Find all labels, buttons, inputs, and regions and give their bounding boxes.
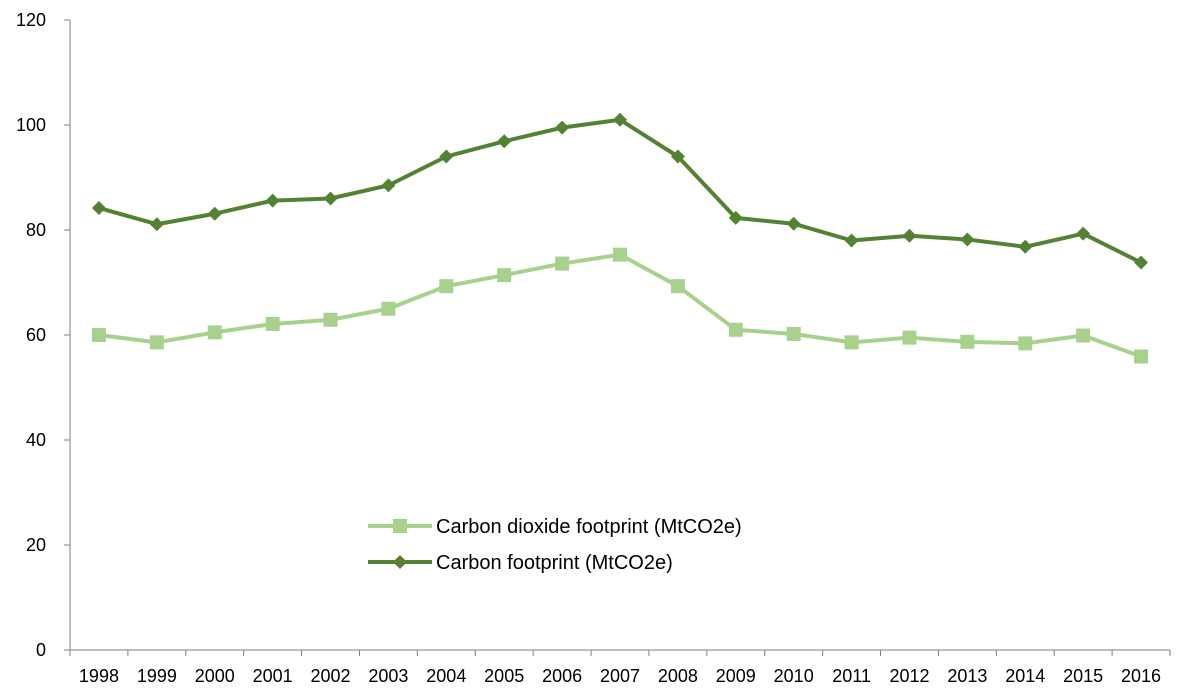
series-layer [91, 112, 1149, 364]
series-line [98, 117, 1142, 265]
legend-diamond-marker [393, 555, 407, 569]
data-point-diamond [902, 228, 917, 243]
data-point-diamond [439, 149, 454, 164]
y-tick-label: 40 [26, 430, 46, 450]
x-tick-label: 2001 [253, 666, 293, 686]
x-axis-ticks: 1998 1999 2000 2001 2002 2003 2004 2005 2006 2007… [69, 650, 1171, 686]
data-point-square [902, 330, 917, 345]
data-point-square [786, 326, 801, 341]
data-point-diamond [960, 232, 975, 247]
data-point-diamond [1134, 255, 1149, 270]
data-point-diamond [555, 120, 570, 135]
data-point-diamond [265, 193, 280, 208]
y-tick-label: 100 [16, 115, 46, 135]
data-point-square [91, 328, 106, 342]
x-tick-label: 2000 [195, 666, 235, 686]
series-carbon-dioxide-footprint [91, 247, 1149, 364]
data-point-diamond [1076, 226, 1091, 241]
legend: Carbon dioxide footprint (MtCO2e) Carbon… [368, 516, 742, 574]
x-tick-label: 2014 [1005, 666, 1045, 686]
x-tick-label: 2005 [484, 666, 524, 686]
x-tick-label: 1998 [79, 666, 119, 686]
y-tick-label: 80 [26, 220, 46, 240]
data-point-diamond [323, 191, 338, 206]
data-point-square [207, 325, 222, 340]
x-tick-label: 2007 [600, 666, 640, 686]
data-point-square [1076, 328, 1091, 343]
y-tick-label: 120 [16, 10, 46, 30]
x-tick-label: 2009 [716, 666, 756, 686]
data-point-diamond [670, 149, 685, 164]
data-point-square [265, 316, 280, 331]
y-tick-label: 0 [36, 640, 46, 660]
x-tick-label: 2016 [1121, 666, 1161, 686]
legend-entry-carbon: Carbon footprint (MtCO2e) [368, 552, 673, 574]
data-point-square [323, 312, 338, 327]
x-tick-label: 2002 [311, 666, 351, 686]
x-tick-label: 2011 [832, 666, 871, 686]
series-carbon-footprint [91, 112, 1149, 270]
data-point-square [960, 334, 975, 349]
y-tick-label: 60 [26, 325, 46, 345]
data-point-diamond [728, 210, 743, 225]
data-point-square [1134, 349, 1149, 364]
data-point-diamond [149, 217, 164, 232]
data-point-square [844, 335, 859, 350]
x-tick-label: 2006 [542, 666, 582, 686]
data-point-square [670, 279, 685, 294]
y-tick-label: 20 [26, 535, 46, 555]
data-point-diamond [497, 134, 512, 149]
data-point-square [613, 247, 627, 262]
data-point-square [728, 322, 743, 337]
data-point-square [439, 279, 454, 294]
data-point-square [497, 268, 512, 283]
data-point-diamond [786, 216, 801, 231]
legend-entry-co2: Carbon dioxide footprint (MtCO2e) [368, 516, 742, 538]
x-tick-label: 2004 [426, 666, 466, 686]
data-point-diamond [613, 112, 627, 127]
data-point-diamond [1018, 239, 1033, 254]
data-point-diamond [381, 178, 396, 193]
series-line [98, 252, 1142, 359]
legend-label-co2: Carbon dioxide footprint (MtCO2e) [436, 516, 742, 538]
data-point-square [1018, 336, 1033, 351]
data-point-diamond [91, 200, 106, 215]
x-tick-label: 2012 [889, 666, 929, 686]
data-point-diamond [207, 206, 222, 221]
x-tick-label: 2013 [947, 666, 987, 686]
x-tick-label: 2010 [774, 666, 814, 686]
data-point-square [149, 335, 164, 350]
data-point-square [555, 256, 570, 271]
x-tick-label: 2015 [1063, 666, 1103, 686]
y-axis-ticks: 0 20 40 60 80 100 120 [16, 10, 70, 660]
x-tick-label: 2003 [368, 666, 408, 686]
x-tick-label: 2008 [658, 666, 698, 686]
legend-label-carbon: Carbon footprint (MtCO2e) [436, 552, 673, 574]
x-tick-label: 1999 [137, 666, 177, 686]
data-point-diamond [844, 233, 859, 248]
legend-square-marker [393, 519, 407, 533]
data-point-square [381, 301, 396, 316]
